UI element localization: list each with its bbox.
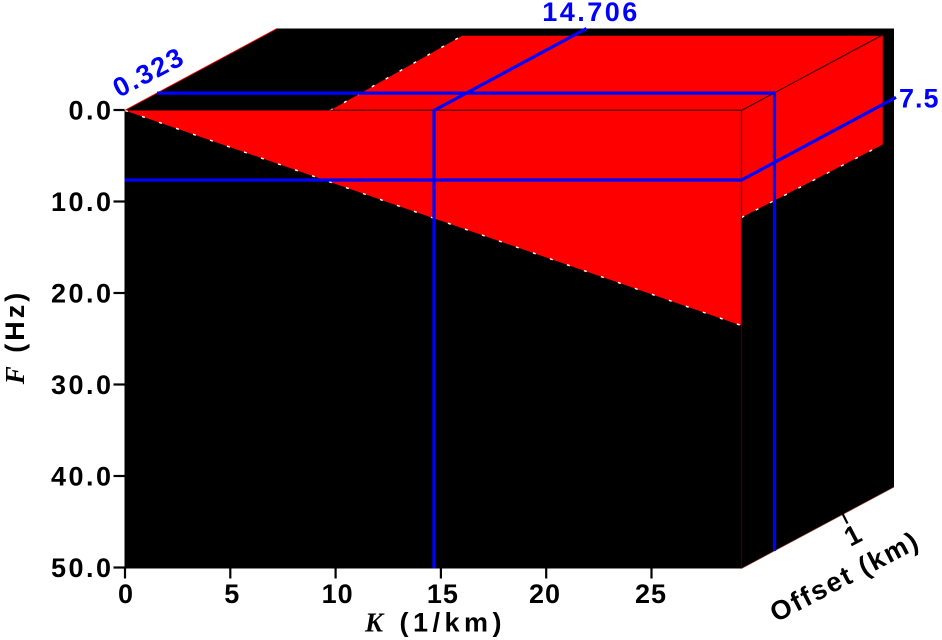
svg-text:5: 5: [224, 579, 240, 609]
svg-text:K (1/km): K (1/km): [364, 608, 506, 638]
svg-text:0.0: 0.0: [68, 96, 113, 126]
svg-text:50.0: 50.0: [51, 553, 114, 583]
svg-text:15: 15: [427, 579, 459, 609]
svg-text:F (Hz): F (Hz): [0, 290, 30, 386]
svg-text:20: 20: [529, 579, 561, 609]
svg-text:30.0: 30.0: [51, 370, 114, 400]
svg-text:0: 0: [118, 579, 134, 609]
svg-text:1: 1: [839, 519, 866, 553]
svg-text:20.0: 20.0: [51, 279, 114, 309]
svg-text:25: 25: [635, 579, 667, 609]
svg-text:7.5: 7.5: [899, 84, 940, 114]
svg-text:10.0: 10.0: [51, 187, 114, 217]
svg-text:14.706: 14.706: [542, 0, 640, 27]
svg-text:40.0: 40.0: [51, 462, 114, 492]
svg-text:10: 10: [322, 579, 354, 609]
